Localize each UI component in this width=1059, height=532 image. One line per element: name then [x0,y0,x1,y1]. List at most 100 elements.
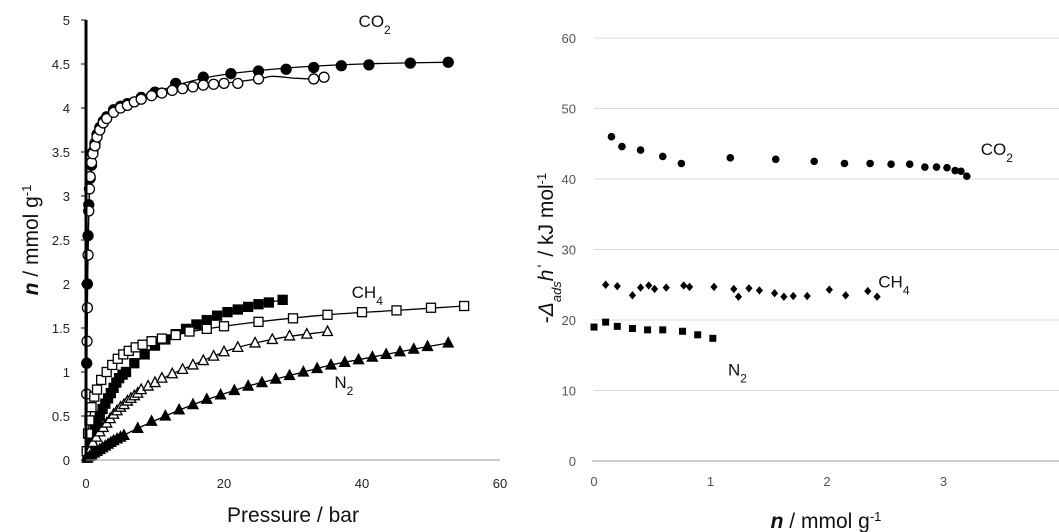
enthalpy-point-n2 [644,326,652,334]
isotherm-point-n2-5 [269,372,282,384]
isotherm-point-n2-4 [186,358,200,370]
isotherm-marks [81,56,470,463]
isotherm-y-tick-label: 3 [63,189,70,204]
isotherm-point-ch4-3 [156,333,168,344]
isotherm-point-ch4-3 [137,339,148,350]
enthalpy-y-tick-label: 30 [562,243,576,258]
enthalpy-point-co2 [943,163,951,172]
isotherm-y-tick-label: 0.5 [52,409,70,424]
isotherm-point-n2-5 [352,352,365,365]
isotherm-point-n2-5 [380,347,393,360]
isotherm-point-co2-1 [308,73,320,85]
isotherm-point-n2-5 [421,339,434,352]
enthalpy-point-ch4 [645,281,653,290]
isotherm-point-n2-5 [283,368,296,381]
isotherm-point-ch4-3 [458,300,470,312]
isotherm-point-n2-4 [197,353,210,366]
isotherm-point-n2-5 [131,421,144,433]
isotherm-x-tick-label: 20 [217,476,231,491]
isotherm-point-n2-4 [176,362,189,375]
enthalpy-gridlines [594,37,1059,391]
isotherm-point-n2-4 [166,366,179,379]
enthalpy-point-co2 [905,160,914,168]
isotherm-point-n2-5 [186,397,200,410]
enthalpy-point-n2 [709,334,717,342]
enthalpy-point-n2 [694,331,702,339]
isotherm-point-n2-5 [311,361,324,374]
isotherm-series-labels: CO2 CH4 N2 [334,12,391,398]
isotherm-point-co2-1 [135,93,147,105]
isotherm-point-co2-1 [232,77,244,90]
isotherm-point-ch4-3 [201,323,212,335]
isotherm-point-co2-1 [145,90,158,102]
enthalpy-point-co2 [921,163,929,171]
isotherm-point-co2-1 [252,73,265,85]
enthalpy-marks [590,132,971,342]
isotherm-point-ch4-3 [322,309,333,320]
isotherm-y-tick-label: 1.5 [52,321,70,336]
isotherm-point-n2-4 [283,329,296,341]
isotherm-point-co2-0 [335,60,347,72]
isotherm-point-ch4-3 [86,402,97,413]
isotherm-point-n2-5 [442,336,455,348]
enthalpy-point-co2 [607,132,616,141]
enthalpy-point-ch4 [734,292,743,301]
enthalpy-point-ch4 [730,284,738,294]
isotherm-y-tick-label: 4 [63,101,70,116]
enthalpy-point-ch4 [745,284,753,293]
isotherm-point-co2-0 [225,68,237,80]
isotherm-point-co2-1 [166,84,178,97]
isotherm-point-ch4-2 [242,301,254,313]
isotherm-point-n2-5 [324,358,338,370]
isotherm-point-co2-1 [318,71,330,83]
enthalpy-point-ch4 [842,291,850,300]
enthalpy-chart: 0 1 2 3 0 10 20 30 40 50 60 CO2 CH4 N2 n / mmol g-1… [534,31,1059,532]
isotherm-point-n2-5 [407,342,420,354]
isotherm-point-n2-5 [393,344,407,357]
enthalpy-point-co2 [957,167,965,176]
enthalpy-x-tick-label: 0 [590,474,597,489]
isotherm-point-n2-5 [242,379,255,391]
isotherm-point-ch4-2 [211,310,223,321]
enthalpy-point-n2 [590,323,598,331]
isotherm-y-tick-label: 0 [63,453,70,468]
isotherm-point-n2-4 [300,327,313,339]
enthalpy-point-ch4 [789,291,797,301]
enthalpy-x-tick-label: 2 [823,474,830,489]
isotherm-y-tick-label: 3.5 [52,145,70,160]
isotherm-y-tick-label: 2.5 [52,233,70,248]
isotherm-point-ch4-2 [191,319,202,330]
enthalpy-series-labels: CO2 CH4 N2 [728,140,1013,386]
isotherm-point-n2-5 [366,350,379,362]
isotherm-point-n2-5 [145,414,158,426]
series-label-co2: CO2 [359,12,392,37]
isotherm-point-n2-4 [155,371,168,383]
isotherm-point-n2-5 [228,383,241,396]
isotherm-x-tick-label: 60 [493,476,507,491]
enthalpy-point-co2 [677,159,686,168]
enthalpy-point-ch4 [628,291,637,300]
enthalpy-point-ch4 [650,284,659,294]
isotherm-point-n2-4 [217,344,231,357]
enthalpy-point-ch4 [637,283,645,292]
isotherm-point-ch4-2 [232,304,243,315]
isotherm-point-co2-1 [187,81,199,93]
isotherm-point-co2-0 [363,59,375,71]
enthalpy-y-tick-label: 0 [569,454,576,469]
isotherm-point-n2-5 [214,387,227,400]
enthalpy-point-co2 [636,146,645,154]
enthalpy-point-co2 [771,155,780,164]
isotherm-point-co2-0 [280,63,292,75]
enthalpy-point-n2 [613,322,621,330]
enthalpy-point-ch4 [685,282,694,292]
enthalpy-y-ticks: 0 10 20 30 40 50 60 [562,31,576,469]
isotherm-y-ticks: 0 0.5 1 1.5 2 2.5 3 3.5 4 4.5 5 [52,13,86,468]
enthalpy-point-ch4 [770,289,779,298]
isotherm-point-ch4-3 [287,313,299,324]
series-label-n2: N2 [728,361,747,386]
isotherm-point-n2-5 [297,365,310,377]
series-label-co2: CO2 [981,140,1014,165]
enthalpy-y-tick-label: 40 [562,172,576,187]
isotherm-point-co2-0 [308,61,320,74]
isotherm-y-axis-title: n / mmol g-1 [19,185,44,296]
